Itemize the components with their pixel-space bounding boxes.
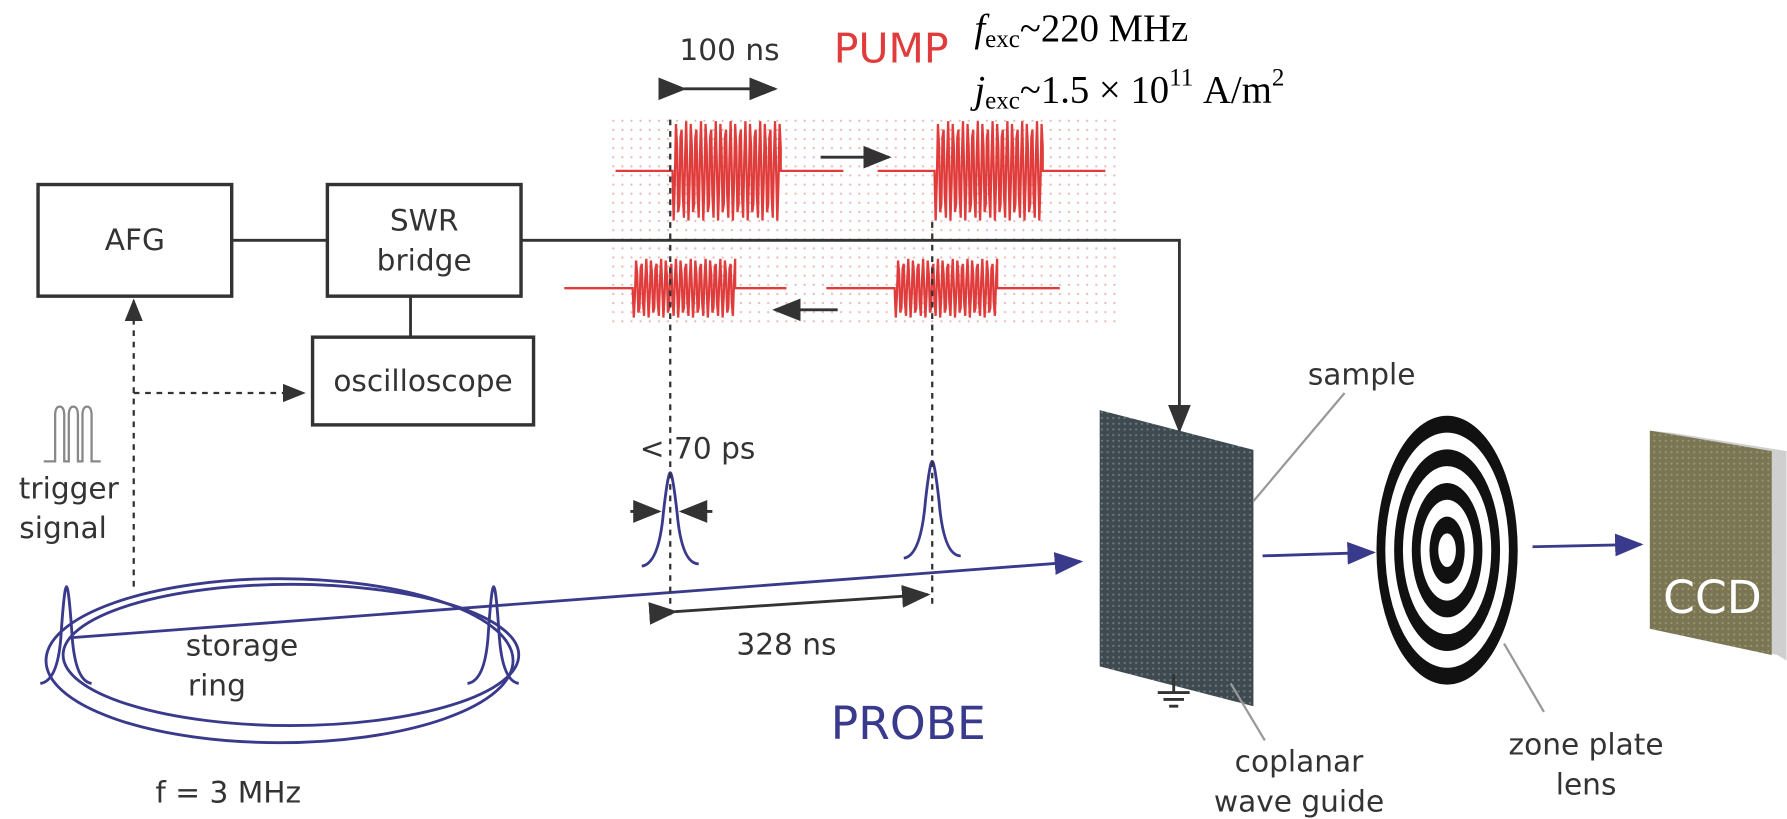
period-label: 328 ns bbox=[736, 627, 836, 661]
swr-label: SWR bbox=[390, 204, 459, 238]
leader bbox=[1229, 682, 1266, 741]
pump-label: PUMP bbox=[834, 24, 949, 72]
leader bbox=[1503, 643, 1545, 713]
storage-ring bbox=[61, 582, 521, 728]
period-arrow bbox=[648, 584, 931, 625]
ring-label: storage bbox=[186, 628, 298, 662]
swr-box bbox=[325, 182, 523, 298]
swr-label: bridge bbox=[377, 243, 472, 277]
storage-ring bbox=[44, 577, 515, 745]
sample-label: sample bbox=[1308, 357, 1416, 391]
pump-area: 100 ns PUMP fexc~220 MHz jexc~1.5 × 1011… bbox=[564, 7, 1284, 325]
probe-beam bbox=[68, 552, 1084, 640]
ccd-label: CCD bbox=[1663, 571, 1762, 624]
zone-plate bbox=[1376, 415, 1518, 685]
zone-plate-label: zone plate bbox=[1509, 728, 1664, 762]
pump-burst bbox=[877, 121, 1106, 221]
trigger-label: trigger bbox=[19, 471, 120, 505]
exc-current-density: jexc~1.5 × 1011 A/m2 bbox=[969, 64, 1284, 114]
oscilloscope-box bbox=[310, 335, 536, 427]
trigger-icon bbox=[43, 405, 101, 463]
sample-waveguide bbox=[1099, 410, 1254, 707]
afg-label: AFG bbox=[105, 223, 165, 257]
zone-ring bbox=[1438, 533, 1456, 567]
ring-pulse bbox=[467, 585, 520, 685]
ring-frequency: f = 3 MHz bbox=[155, 775, 301, 809]
pump-burst bbox=[826, 258, 1060, 318]
zone-plate-label: lens bbox=[1556, 767, 1617, 801]
pump-burst bbox=[615, 121, 844, 221]
ring-label: ring bbox=[188, 668, 246, 702]
signal-line bbox=[231, 238, 1180, 430]
ground bbox=[1157, 674, 1190, 708]
pump-waveforms bbox=[564, 121, 1106, 318]
leader bbox=[1252, 392, 1346, 502]
ring-pulse bbox=[39, 585, 92, 685]
probe-label: PROBE bbox=[831, 697, 986, 750]
pump-burst bbox=[564, 258, 787, 318]
probe-beam bbox=[1532, 533, 1644, 557]
probe-width: < 70 ps bbox=[640, 431, 756, 465]
waveguide-label: wave guide bbox=[1214, 785, 1384, 819]
probe-beam bbox=[1262, 541, 1376, 565]
waveguide-label: coplanar bbox=[1235, 745, 1364, 779]
exc-frequency: fexc~220 MHz bbox=[974, 7, 1188, 53]
oscilloscope-label: oscilloscope bbox=[333, 364, 512, 398]
trigger-label: signal bbox=[19, 511, 107, 545]
ccd bbox=[1649, 430, 1772, 655]
pump-width: 100 ns bbox=[679, 33, 779, 67]
